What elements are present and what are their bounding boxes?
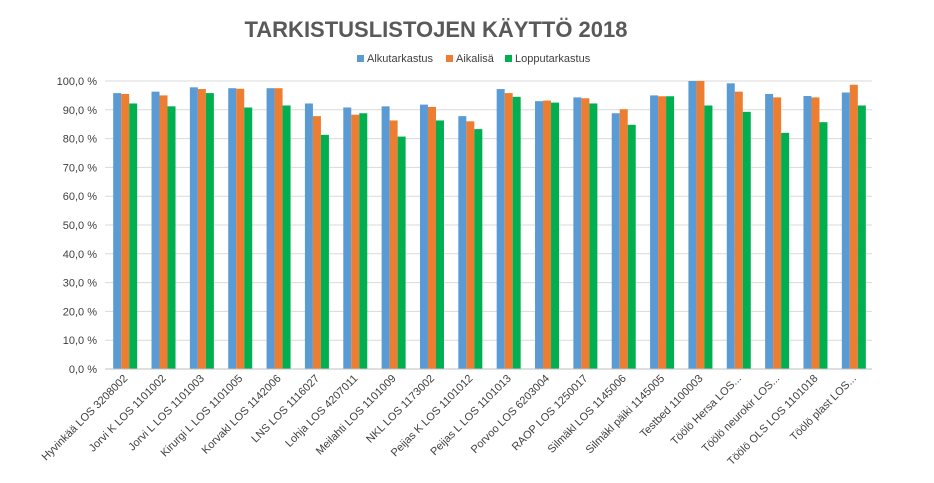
bar xyxy=(811,97,820,369)
y-tick-label: 10,0 % xyxy=(63,335,97,347)
bar xyxy=(320,134,329,369)
x-tick-label: Töölö plast LOS... xyxy=(788,373,859,444)
x-tick-label: NKL LOS 1173002 xyxy=(364,373,437,446)
bar xyxy=(419,104,428,369)
bar xyxy=(512,96,521,369)
bar xyxy=(466,121,475,369)
bar xyxy=(666,96,675,369)
bars xyxy=(113,81,866,370)
bar xyxy=(474,129,483,369)
y-axis: 0,0 % 10,0 % 20,0 % 30,0 % 40,0 % 50,0 % 60,0 … xyxy=(57,76,98,376)
bar xyxy=(427,106,436,370)
legend-swatch xyxy=(446,55,453,62)
bar xyxy=(389,120,398,370)
bar xyxy=(696,81,705,369)
bar xyxy=(781,132,790,369)
bar xyxy=(189,87,198,369)
bar xyxy=(589,103,598,370)
bar xyxy=(351,114,360,369)
bar xyxy=(803,95,812,369)
x-tick-label: LNS LOS 1116027 xyxy=(249,373,322,446)
bar xyxy=(627,124,636,369)
bar xyxy=(496,89,505,370)
bar xyxy=(658,96,667,369)
bar xyxy=(581,98,590,369)
bar xyxy=(504,93,513,369)
bar xyxy=(857,105,866,369)
x-tick-label: Jorvi L LOS 1101003 xyxy=(126,373,207,454)
bar xyxy=(734,91,743,369)
bar xyxy=(282,105,291,369)
x-tick-label: Lohja LOS 4207011 xyxy=(283,373,360,450)
bar xyxy=(359,113,368,369)
legend: Alkutarkastus Aikalisä Lopputarkastus xyxy=(357,53,591,65)
bar xyxy=(343,107,352,369)
x-tick-label: RAOP LOS 1250017 xyxy=(510,373,591,454)
chart-title: TARKISTUSLISTOJEN KÄYTTÖ 2018 xyxy=(244,17,627,42)
bar xyxy=(650,95,659,370)
bar xyxy=(244,107,253,369)
bar xyxy=(266,88,275,369)
x-tick-label: Töölö Hersa LOS... xyxy=(669,373,744,448)
y-tick-label: 70,0 % xyxy=(63,162,97,174)
bar xyxy=(236,88,245,369)
bar xyxy=(773,97,782,369)
bar xyxy=(543,100,552,370)
bar xyxy=(129,103,138,370)
bar xyxy=(619,109,628,369)
y-tick-label: 100,0 % xyxy=(57,76,98,88)
bar xyxy=(228,88,237,369)
bar xyxy=(849,84,858,369)
y-tick-label: 40,0 % xyxy=(63,249,97,261)
bar xyxy=(688,81,697,369)
bar xyxy=(551,102,560,369)
y-tick-label: 80,0 % xyxy=(63,134,97,146)
bar xyxy=(381,106,390,370)
bar xyxy=(274,88,283,369)
legend-label: Alkutarkastus xyxy=(367,53,434,65)
y-tick-label: 0,0 % xyxy=(69,364,97,376)
bar xyxy=(397,136,406,369)
bar xyxy=(704,105,713,369)
bar xyxy=(841,92,850,370)
gridlines xyxy=(105,80,872,370)
legend-label: Aikalisä xyxy=(456,53,495,65)
legend-swatch xyxy=(505,55,512,62)
bar xyxy=(121,93,130,370)
bar xyxy=(573,97,582,369)
bar xyxy=(167,106,176,370)
bar xyxy=(113,93,122,369)
bar xyxy=(151,91,160,369)
y-tick-label: 20,0 % xyxy=(63,306,97,318)
legend-label: Lopputarkastus xyxy=(515,53,591,65)
legend-swatch xyxy=(357,55,364,62)
bar xyxy=(159,95,168,370)
bar xyxy=(765,93,774,370)
bar xyxy=(611,113,620,369)
bar xyxy=(819,122,828,370)
y-tick-label: 90,0 % xyxy=(63,105,97,117)
bar xyxy=(435,120,444,370)
y-tick-label: 30,0 % xyxy=(63,278,97,290)
bar xyxy=(726,83,735,369)
bar xyxy=(205,93,214,369)
y-tick-label: 50,0 % xyxy=(63,220,97,232)
y-tick-label: 60,0 % xyxy=(63,191,97,203)
bar xyxy=(197,89,206,370)
bar xyxy=(535,101,544,369)
bar xyxy=(742,111,751,369)
bar xyxy=(312,116,321,369)
bar xyxy=(304,103,313,370)
bar xyxy=(458,116,467,369)
